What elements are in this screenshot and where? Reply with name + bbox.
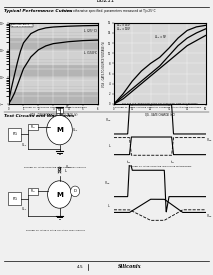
Bar bbox=[56, 108, 63, 113]
Text: FIGURE 10. MAXIMUM ON-REGION CHARACTERISTICS: FIGURE 10. MAXIMUM ON-REGION CHARACTERIS… bbox=[23, 106, 87, 108]
Circle shape bbox=[47, 116, 72, 145]
X-axis label: QG - GATE CHARGE (nC): QG - GATE CHARGE (nC) bbox=[145, 113, 175, 117]
Bar bbox=[9, 64, 98, 77]
Text: FIGURE 14. GATE VOLTAGE INDUCTIVE WAVEFORMS: FIGURE 14. GATE VOLTAGE INDUCTIVE WAVEFO… bbox=[129, 166, 191, 167]
Text: I$_D$: I$_D$ bbox=[107, 202, 111, 210]
Circle shape bbox=[71, 186, 80, 197]
Text: $V_{DS}=10V$: $V_{DS}=10V$ bbox=[116, 25, 131, 32]
X-axis label: VDS - DRAIN-TO-SOURCE VOLTAGE (V): VDS - DRAIN-TO-SOURCE VOLTAGE (V) bbox=[29, 113, 77, 117]
Text: M: M bbox=[56, 127, 63, 133]
Text: FIGURE 12. GATE VOLTAGE RISE TIME TEST CIRCUIT: FIGURE 12. GATE VOLTAGE RISE TIME TEST C… bbox=[24, 166, 86, 167]
Text: I$_D$: I$_D$ bbox=[108, 142, 112, 150]
Text: Test Circuits and Waveforms: Test Circuits and Waveforms bbox=[4, 114, 74, 118]
Text: BUZ11: BUZ11 bbox=[97, 0, 115, 3]
Text: 4-5: 4-5 bbox=[77, 265, 83, 269]
Text: V$_{GS}$: V$_{GS}$ bbox=[105, 116, 112, 124]
Text: FIG.12a & b. RESISTIVE GATE VOLTAGE RISE TIME WAVEFORMS: FIG.12a & b. RESISTIVE GATE VOLTAGE RISE… bbox=[122, 103, 198, 104]
Circle shape bbox=[48, 181, 71, 208]
Text: $I_D$ (25°C): $I_D$ (25°C) bbox=[83, 27, 98, 35]
Text: D: D bbox=[73, 189, 77, 193]
Text: Typical Performance Curves: Typical Performance Curves bbox=[4, 9, 72, 13]
Text: $I_D$ (150°C): $I_D$ (150°C) bbox=[83, 49, 100, 57]
Bar bbox=[9, 91, 98, 104]
Text: V$_{GS}$: V$_{GS}$ bbox=[104, 180, 111, 187]
Bar bbox=[8, 128, 21, 141]
Bar bbox=[28, 124, 37, 130]
Text: L: L bbox=[65, 169, 67, 173]
Text: M: M bbox=[56, 191, 63, 197]
Text: t$_{on}$: t$_{on}$ bbox=[126, 158, 131, 166]
Text: FIGURE 11. GATE CHARGE vs DRAIN CURRENT EACH At GATE VOLTAGES: FIGURE 11. GATE CHARGE vs DRAIN CURRENT … bbox=[115, 106, 201, 108]
Bar bbox=[9, 50, 98, 64]
Text: V$_{DS}$: V$_{DS}$ bbox=[206, 213, 213, 221]
Text: V$_{DS}$: V$_{DS}$ bbox=[72, 126, 79, 134]
Text: V$_{DS}$: V$_{DS}$ bbox=[206, 136, 213, 144]
Text: R$_G$: R$_G$ bbox=[30, 123, 36, 131]
Text: V$_{GS}$: V$_{GS}$ bbox=[22, 205, 28, 213]
Text: t$_{off}$: t$_{off}$ bbox=[170, 158, 176, 166]
Text: Unless otherwise specified, parameters measured at Tj=25°C: Unless otherwise specified, parameters m… bbox=[62, 9, 156, 13]
Y-axis label: VGS - GATE-TO-SOURCE VOLTAGE (V): VGS - GATE-TO-SOURCE VOLTAGE (V) bbox=[102, 40, 106, 87]
Text: V$_{DD}$: V$_{DD}$ bbox=[65, 103, 72, 111]
Text: PG: PG bbox=[12, 197, 17, 201]
Text: FIGURE 13. GATE & GATE VOLTAGE TEST CIRCUIT: FIGURE 13. GATE & GATE VOLTAGE TEST CIRC… bbox=[26, 229, 85, 231]
Bar bbox=[8, 192, 21, 205]
Text: $V_{DS}=15V$: $V_{DS}=15V$ bbox=[116, 21, 131, 29]
Text: VGS=10V, RG=0
TA=25°C, Pulse test: VGS=10V, RG=0 TA=25°C, Pulse test bbox=[11, 24, 33, 27]
Text: V$_{GS}$: V$_{GS}$ bbox=[22, 141, 28, 149]
Text: V$_{DD}$: V$_{DD}$ bbox=[65, 163, 72, 171]
Text: $V_{DS}=5V$: $V_{DS}=5V$ bbox=[154, 33, 168, 41]
Text: PG: PG bbox=[12, 132, 17, 136]
Text: R$_D$: R$_D$ bbox=[57, 107, 62, 114]
Bar bbox=[28, 188, 37, 194]
Text: R$_G$: R$_G$ bbox=[30, 188, 36, 195]
Bar bbox=[9, 77, 98, 91]
Bar bbox=[9, 37, 98, 50]
Text: Siliconix: Siliconix bbox=[118, 265, 142, 270]
Bar bbox=[9, 23, 98, 37]
